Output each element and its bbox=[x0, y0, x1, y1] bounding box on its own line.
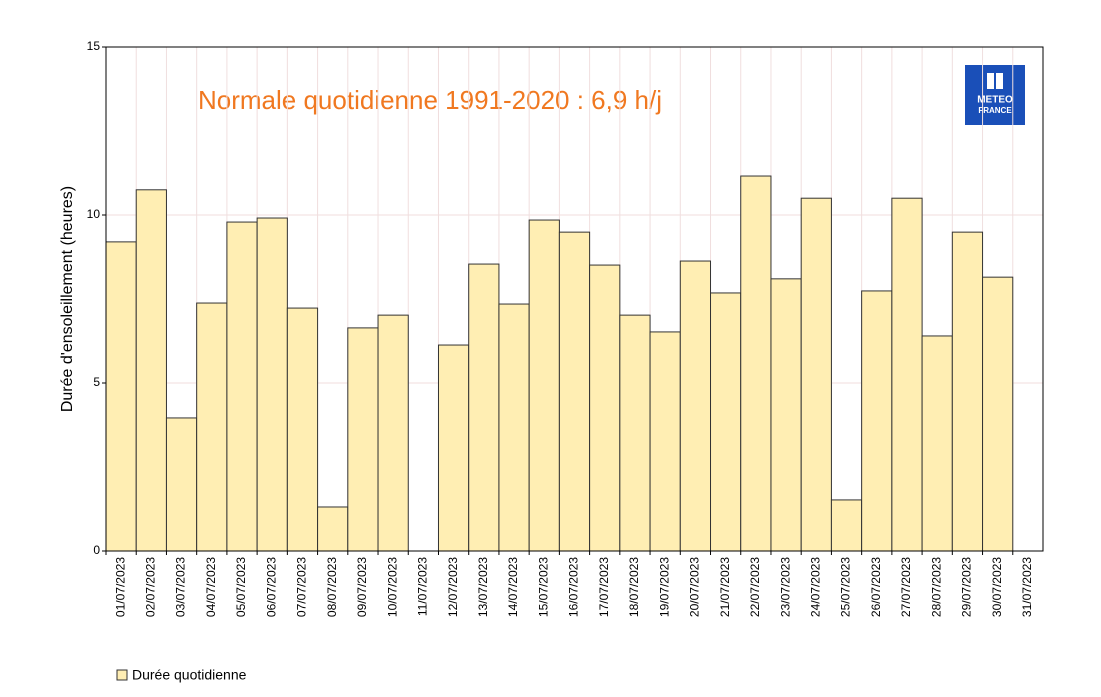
y-tick-label: 0 bbox=[93, 543, 100, 557]
y-axis-label: Durée d'ensoleillement (heures) bbox=[59, 186, 76, 412]
x-tick-label: 05/07/2023 bbox=[234, 557, 248, 617]
x-tick-label: 17/07/2023 bbox=[597, 557, 611, 617]
bar bbox=[740, 175, 772, 552]
bar bbox=[649, 331, 681, 552]
y-tick-label: 15 bbox=[87, 39, 101, 53]
bar bbox=[921, 335, 953, 552]
bar bbox=[256, 217, 288, 552]
plot-frame bbox=[105, 46, 1044, 552]
bar bbox=[770, 278, 802, 552]
bar bbox=[589, 264, 621, 552]
x-tick-label: 14/07/2023 bbox=[506, 557, 520, 617]
bar bbox=[830, 499, 863, 552]
x-tick-label: 31/07/2023 bbox=[1020, 557, 1034, 617]
x-tick-label: 28/07/2023 bbox=[929, 557, 943, 617]
bar bbox=[619, 314, 651, 552]
bar bbox=[498, 303, 530, 552]
x-tick-label: 15/07/2023 bbox=[536, 557, 550, 617]
x-tick-label: 13/07/2023 bbox=[476, 557, 490, 617]
x-tick-label: 10/07/2023 bbox=[385, 557, 399, 617]
bar bbox=[982, 276, 1014, 552]
x-tick-label: 04/07/2023 bbox=[204, 557, 218, 617]
x-tick-label: 19/07/2023 bbox=[657, 557, 671, 617]
bar bbox=[105, 241, 137, 552]
bar bbox=[196, 302, 228, 552]
x-tick-label: 11/07/2023 bbox=[416, 557, 430, 616]
y-tick-label: 10 bbox=[87, 207, 101, 221]
x-tick-label: 08/07/2023 bbox=[325, 557, 339, 617]
bar bbox=[468, 263, 500, 552]
logo-icon bbox=[994, 73, 996, 89]
bar bbox=[165, 417, 198, 552]
bar bbox=[135, 189, 167, 552]
x-tick-label: 12/07/2023 bbox=[446, 557, 460, 617]
bar bbox=[710, 292, 742, 552]
x-tick-label: 06/07/2023 bbox=[264, 557, 278, 617]
x-tick-label: 30/07/2023 bbox=[990, 557, 1004, 617]
x-tick-label: 02/07/2023 bbox=[144, 557, 158, 617]
x-tick-label: 09/07/2023 bbox=[355, 557, 369, 617]
x-tick-label: 26/07/2023 bbox=[869, 557, 883, 617]
legend-swatch bbox=[116, 669, 128, 681]
x-tick-label: 27/07/2023 bbox=[899, 557, 913, 617]
x-tick-label: 01/07/2023 bbox=[113, 557, 127, 617]
bar bbox=[800, 197, 832, 552]
x-tick-label: 20/07/2023 bbox=[688, 557, 702, 617]
x-tick-label: 16/07/2023 bbox=[567, 557, 581, 617]
x-tick-label: 23/07/2023 bbox=[778, 557, 792, 617]
bar bbox=[286, 307, 319, 552]
bar bbox=[377, 314, 409, 552]
bar bbox=[317, 506, 349, 552]
x-tick-label: 07/07/2023 bbox=[295, 557, 309, 617]
bar bbox=[558, 231, 591, 552]
logo-text: METEO bbox=[977, 95, 1013, 106]
bar bbox=[437, 344, 470, 552]
bar bbox=[226, 221, 258, 552]
bar bbox=[679, 260, 712, 552]
bar bbox=[951, 231, 984, 552]
annotation: Normale quotidienne 1991-2020 : 6,9 h/j bbox=[198, 85, 662, 115]
bar bbox=[861, 290, 893, 552]
bar bbox=[528, 219, 560, 552]
bar bbox=[891, 197, 923, 552]
logo-text: FRANCE bbox=[978, 106, 1012, 115]
x-tick-label: 25/07/2023 bbox=[839, 557, 853, 617]
x-tick-label: 22/07/2023 bbox=[748, 557, 762, 617]
x-tick-label: 29/07/2023 bbox=[960, 557, 974, 617]
bar bbox=[347, 327, 379, 552]
x-tick-label: 24/07/2023 bbox=[808, 557, 822, 617]
x-tick-label: 18/07/2023 bbox=[627, 557, 641, 617]
y-tick-label: 5 bbox=[93, 375, 100, 389]
legend-label: Durée quotidienne bbox=[132, 667, 247, 683]
x-tick-label: 03/07/2023 bbox=[174, 557, 188, 617]
x-tick-label: 21/07/2023 bbox=[718, 557, 732, 617]
